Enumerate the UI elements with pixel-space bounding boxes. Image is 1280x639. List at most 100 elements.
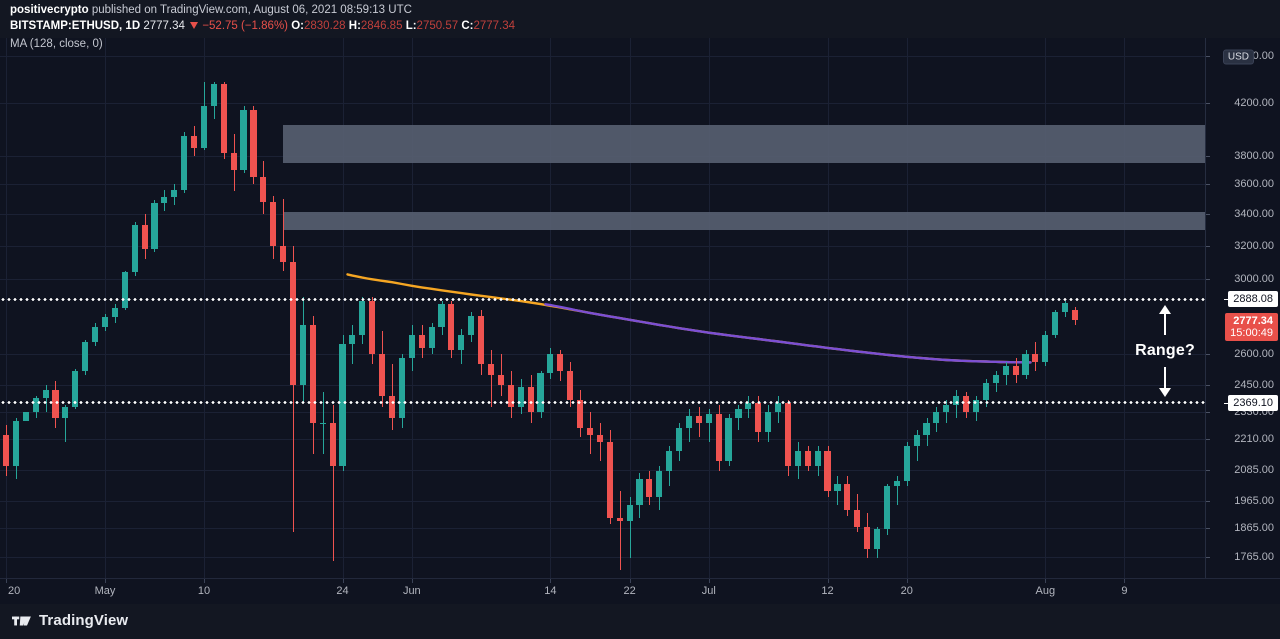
price-tick-mark [1205,354,1210,356]
candle-body [458,334,465,351]
price-tick-label: 2085.00 [1234,463,1274,476]
price-tick-label: 2600.00 [1234,348,1274,361]
candle-body [725,418,732,461]
time-tick-label: 20 [8,585,21,597]
candle-body [1032,354,1039,363]
candle-body [1071,309,1079,320]
candle-body [438,304,445,327]
grid-line-vertical [709,38,710,578]
candle-body [181,135,188,190]
candle-body [1012,366,1019,375]
candle-wick [352,324,353,365]
candle-body [537,372,544,412]
grid-line-horizontal [0,528,1205,529]
grid-line-vertical [343,38,344,578]
candle-body [547,354,554,373]
candle-body [527,387,534,412]
range-arrow-lower-shaft [1164,367,1166,389]
price-tick-mark [1205,155,1210,157]
candle-body [22,411,29,421]
candle-body [873,529,881,550]
low-value: 2750.57 [416,20,459,32]
time-tick-mark [828,579,829,583]
time-tick-label: Jun [402,585,421,597]
price-tick-label: 2450.00 [1234,379,1274,392]
publish-info: published on TradingView.com, August 06,… [91,4,412,16]
price-level-line-2369.10[interactable] [0,401,1205,405]
candle-body [695,416,702,423]
resistance-zone-upper[interactable] [283,125,1205,164]
change-absolute: −52.75 [202,20,238,32]
candle-body [2,434,10,466]
resistance-zone-lower[interactable] [283,212,1205,230]
candle-body [903,446,910,482]
candle-body [299,324,306,386]
candle-body [715,413,722,461]
candle-body [507,385,514,408]
candle-body [72,370,79,408]
price-tick-label: 1865.00 [1234,522,1274,534]
candle-body [141,224,148,249]
candle-body [62,407,69,419]
price-level-label[interactable]: 2888.08 [1224,291,1278,308]
grid-line-vertical [630,38,631,578]
candle-body [1002,366,1009,375]
symbol-label[interactable]: BITSTAMP:ETHUSD, 1D [10,20,141,32]
label-connector [1224,299,1230,301]
arrow-up-icon [1159,305,1171,315]
price-level-line-2888.08[interactable] [0,297,1205,301]
price-axis[interactable]: 4600.00 4200.00 3800.00 3600.00 3400.00 3200.… [1205,38,1280,578]
candle-body [478,315,485,365]
open-value: 2830.28 [303,20,346,32]
low-label: L: [405,20,417,32]
candle-body [280,245,287,263]
open-label: O: [291,20,304,32]
candle-wick [620,491,621,571]
candle-body [972,400,980,412]
current-price-label[interactable]: 2777.34 15:00:49 [1225,312,1278,341]
candle-body [923,422,930,435]
grid-line-horizontal [0,411,1205,413]
change-percent: (−1.86%) [241,20,288,32]
grid-line-vertical [1045,38,1046,578]
candle-body [735,409,742,419]
time-tick-label: Aug [1035,585,1056,597]
candle-body [369,300,376,355]
time-tick-label: May [94,585,116,597]
time-tick-label: 9 [1121,585,1128,597]
high-label: H: [348,20,361,32]
grid-line-horizontal [0,500,1205,502]
price-tick-mark [1205,528,1210,529]
grid-line-horizontal [0,55,1205,57]
grid-line-horizontal [0,469,1205,471]
candle-body [82,342,89,371]
grid-line-vertical [6,38,7,578]
grid-line-vertical [412,38,413,578]
price-tick-mark [1205,500,1210,502]
candle-body [814,451,821,466]
candle-body [774,402,782,412]
tradingview-wordmark: TradingView [39,612,129,629]
candle-body [992,374,999,384]
currency-badge[interactable]: USD [1222,49,1254,65]
time-axis[interactable]: 20 May 10 24 Jun 14 22 Jul 12 20 Aug 9 [0,578,1280,606]
price-tick-mark [1205,245,1210,247]
triangle-down-icon [190,21,199,29]
candle-body [101,317,109,327]
candle-body [844,483,851,511]
arrow-down-icon [1159,387,1171,397]
tradingview-brand[interactable]: TradingView [12,612,128,629]
price-tick-mark [1205,213,1210,215]
candle-body [171,189,178,198]
candle-body [151,203,158,249]
time-tick-label: 24 [336,585,349,597]
legend-ma128[interactable]: MA (128, close, 0) [10,38,103,50]
close-value: 2777.34 [473,20,516,32]
candle-body [1062,302,1069,312]
candle-body [339,344,346,466]
chart-plot-area[interactable]: Range? [0,38,1205,578]
candle-body [804,451,811,466]
price-level-label[interactable]: 2369.10 [1224,394,1278,411]
candle-body [933,411,940,423]
price-tick-label: 4200.00 [1234,97,1274,110]
